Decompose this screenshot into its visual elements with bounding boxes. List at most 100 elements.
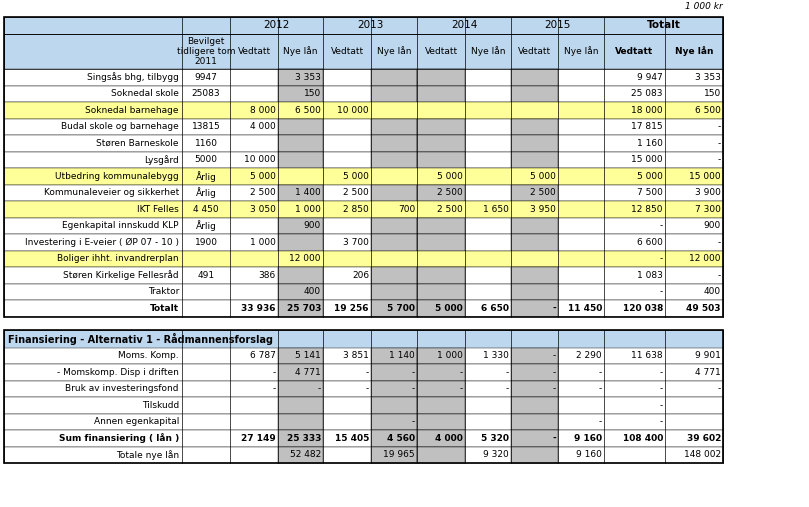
Text: 15 405: 15 405 [335, 434, 369, 443]
Bar [4, 168, 723, 185]
Text: 4 000: 4 000 [435, 434, 463, 443]
Text: -: - [412, 417, 415, 426]
Text: 2 290: 2 290 [576, 351, 602, 360]
Text: 2013: 2013 [357, 20, 383, 30]
Text: 25 703: 25 703 [286, 304, 321, 313]
Text: -: - [553, 384, 556, 393]
Text: 13815: 13815 [192, 122, 220, 131]
Bar [511, 347, 558, 364]
Text: 4 771: 4 771 [695, 368, 721, 377]
Bar [417, 86, 465, 102]
Text: 6 500: 6 500 [295, 106, 321, 115]
Bar [417, 267, 465, 283]
Bar [4, 267, 723, 283]
Text: 5 000: 5 000 [437, 172, 463, 181]
Bar [4, 17, 723, 34]
Text: 1 000: 1 000 [250, 238, 276, 247]
Text: 2015: 2015 [544, 20, 570, 30]
Text: 5 000: 5 000 [435, 304, 463, 313]
Bar [278, 283, 323, 300]
Text: -: - [599, 417, 602, 426]
Bar [511, 283, 558, 300]
Text: Støren Kirkelige Fellesråd: Støren Kirkelige Fellesråd [63, 270, 179, 280]
Text: -: - [460, 368, 463, 377]
Text: - Momskomp. Disp i driften: - Momskomp. Disp i driften [57, 368, 179, 377]
Bar [417, 347, 465, 364]
Bar [4, 86, 723, 102]
Bar [371, 430, 417, 447]
Text: Egenkapital innskudd KLP: Egenkapital innskudd KLP [62, 221, 179, 230]
Bar [4, 218, 723, 234]
Bar [371, 300, 417, 316]
Text: 2 500: 2 500 [437, 188, 463, 197]
Text: -: - [553, 434, 556, 443]
Text: Årlig: Årlig [196, 221, 217, 231]
Bar [417, 414, 465, 430]
Text: 3 050: 3 050 [250, 205, 276, 214]
Bar [4, 330, 723, 463]
Bar [4, 347, 723, 364]
Text: Vedtatt: Vedtatt [518, 47, 551, 56]
Text: 7 500: 7 500 [637, 188, 663, 197]
Bar [417, 430, 465, 447]
Text: 9 160: 9 160 [576, 450, 602, 459]
Text: -: - [553, 304, 556, 313]
Bar [511, 397, 558, 414]
Text: 2014: 2014 [451, 20, 477, 30]
Bar [278, 218, 323, 234]
Text: Totalt: Totalt [646, 20, 680, 30]
Bar [511, 135, 558, 152]
Text: Vedtatt: Vedtatt [425, 47, 458, 56]
Text: 12 850: 12 850 [632, 205, 663, 214]
Bar [4, 330, 723, 347]
Bar [278, 234, 323, 250]
Text: -: - [506, 384, 509, 393]
Text: Moms. Komp.: Moms. Komp. [118, 351, 179, 360]
Bar [4, 34, 723, 69]
Bar [4, 119, 723, 135]
Text: 108 400: 108 400 [623, 434, 663, 443]
Text: Vedtatt: Vedtatt [616, 47, 654, 56]
Text: 700: 700 [398, 205, 415, 214]
Text: 3 353: 3 353 [295, 73, 321, 82]
Bar [371, 447, 417, 463]
Bar [278, 152, 323, 168]
Bar [4, 364, 723, 380]
Text: 27 149: 27 149 [241, 434, 276, 443]
Text: 1 400: 1 400 [295, 188, 321, 197]
Bar [511, 234, 558, 250]
Text: Vedtatt: Vedtatt [330, 47, 363, 56]
Bar [511, 414, 558, 430]
Bar [417, 69, 465, 86]
Text: -: - [718, 384, 721, 393]
Text: 15 000: 15 000 [689, 172, 721, 181]
Bar [417, 380, 465, 397]
Bar [371, 347, 417, 364]
Text: 15 000: 15 000 [631, 155, 663, 164]
Bar [511, 185, 558, 201]
Bar [371, 119, 417, 135]
Text: 5 700: 5 700 [387, 304, 415, 313]
Bar [511, 267, 558, 283]
Bar [511, 364, 558, 380]
Text: 9 901: 9 901 [695, 351, 721, 360]
Text: 120 038: 120 038 [623, 304, 663, 313]
Bar [278, 300, 323, 316]
Text: -: - [553, 351, 556, 360]
Text: 8 000: 8 000 [250, 106, 276, 115]
Text: Bruk av investeringsfond: Bruk av investeringsfond [66, 384, 179, 393]
Text: Utbedring kommunalebygg: Utbedring kommunalebygg [55, 172, 179, 181]
Text: 2 500: 2 500 [530, 188, 556, 197]
Bar [511, 119, 558, 135]
Text: 2 500: 2 500 [437, 205, 463, 214]
Text: 3 353: 3 353 [695, 73, 721, 82]
Bar [371, 267, 417, 283]
Text: 12 000: 12 000 [689, 254, 721, 263]
Bar [371, 218, 417, 234]
Text: -: - [366, 384, 369, 393]
Bar [4, 185, 723, 201]
Bar [511, 218, 558, 234]
Text: 18 000: 18 000 [631, 106, 663, 115]
Bar [417, 300, 465, 316]
Bar [278, 86, 323, 102]
